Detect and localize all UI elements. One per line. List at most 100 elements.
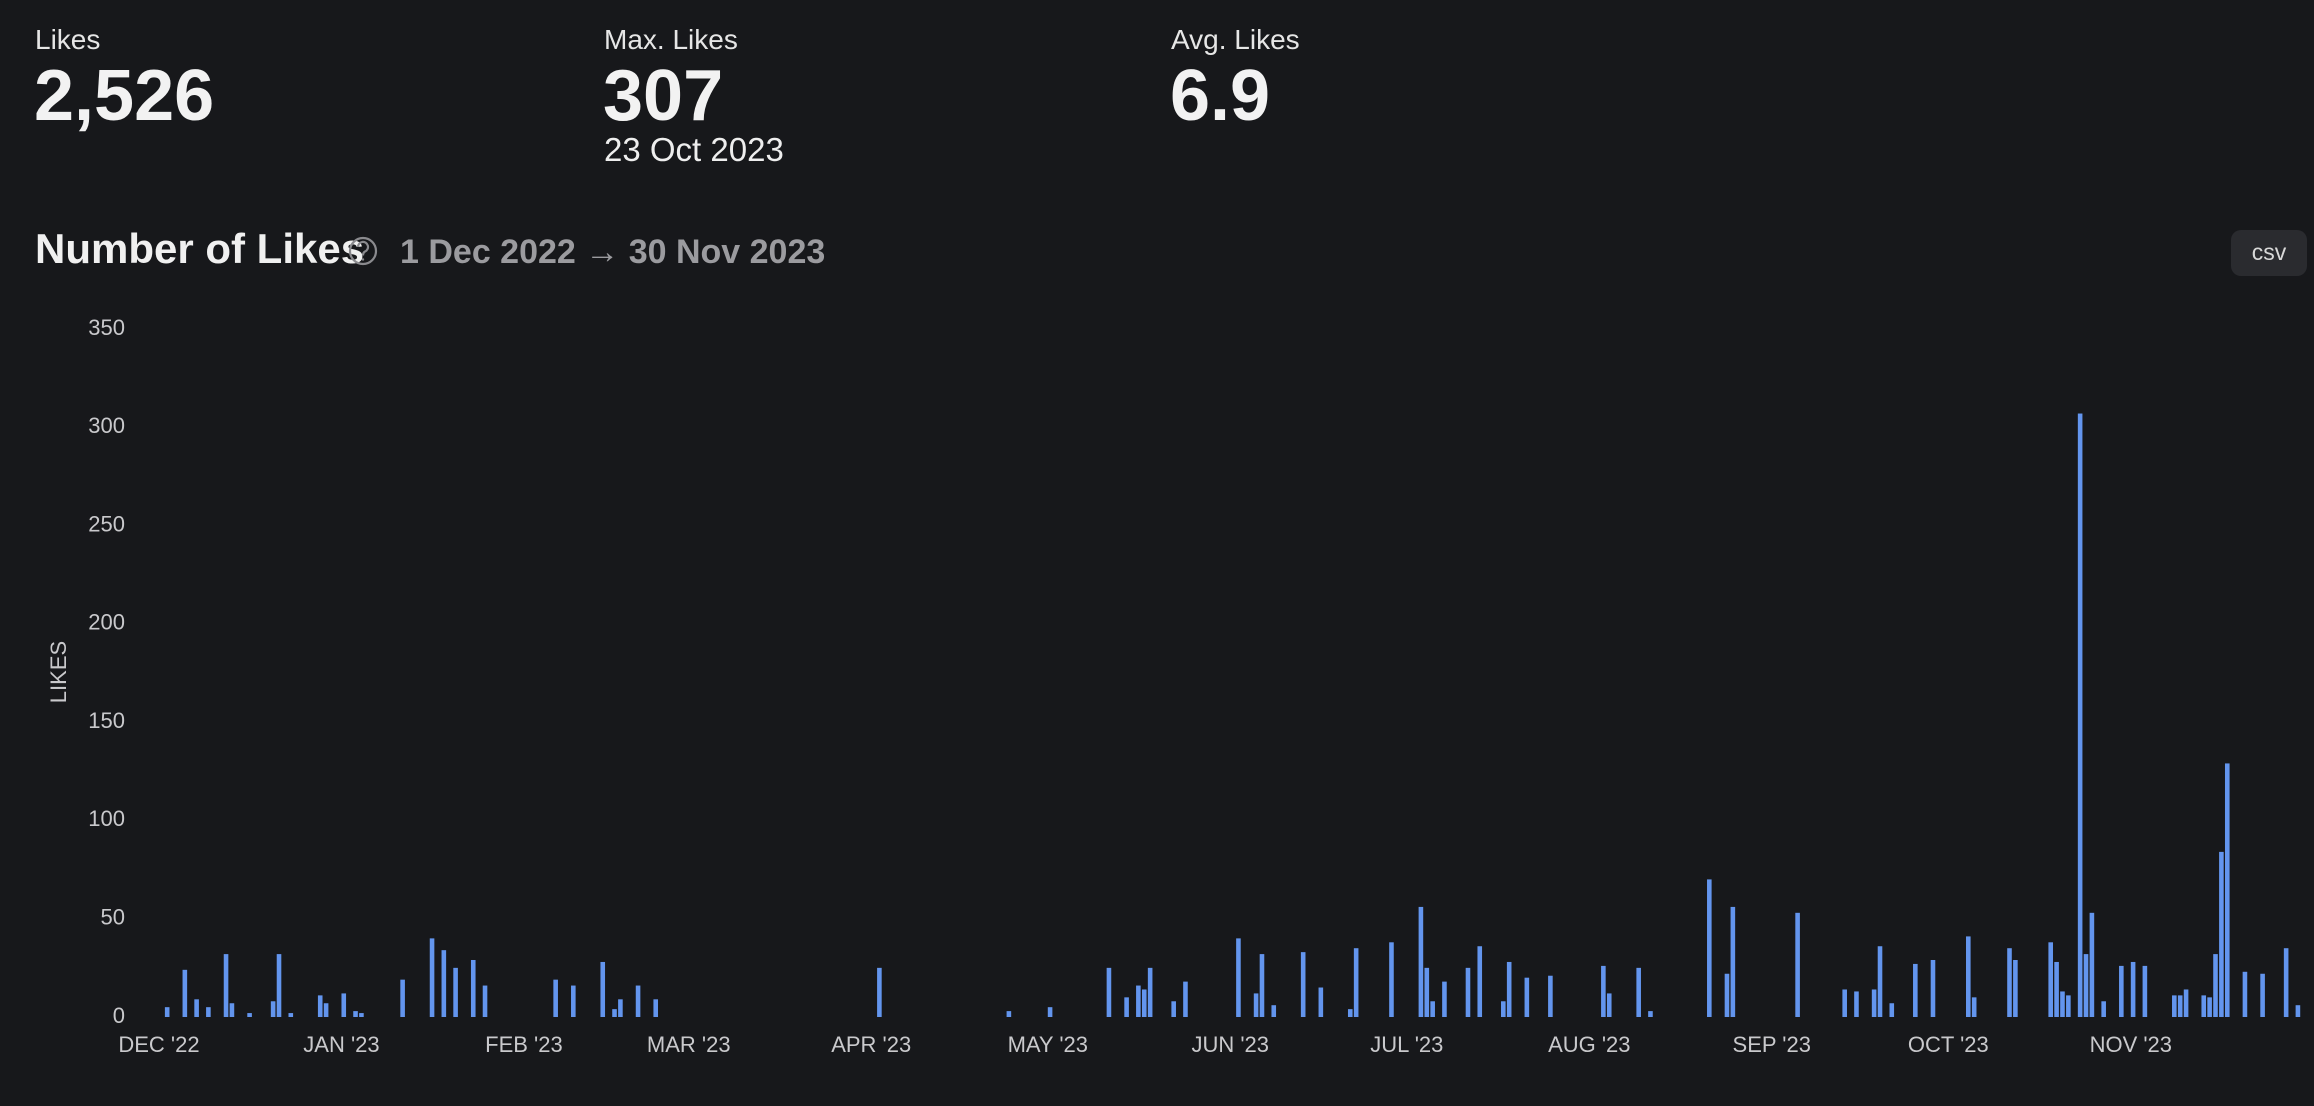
bar xyxy=(2013,959,2018,1017)
bar xyxy=(1389,942,1394,1017)
bar xyxy=(2295,1005,2301,1017)
bar xyxy=(1006,1011,1012,1017)
stat-label: Max. Likes xyxy=(604,24,738,55)
bar xyxy=(206,1007,211,1017)
bar xyxy=(2083,954,2089,1017)
bar xyxy=(1707,879,1712,1017)
x-tick-label: FEB '23 xyxy=(485,1032,563,1057)
bar xyxy=(1871,989,1877,1017)
x-tick-label: MAY '23 xyxy=(1008,1032,1088,1057)
bar xyxy=(1442,981,1447,1017)
bar xyxy=(571,985,576,1017)
bar xyxy=(1353,948,1359,1017)
bar xyxy=(618,999,623,1017)
y-tick-label: 250 xyxy=(88,511,125,536)
bar xyxy=(470,959,476,1017)
stat-label: Avg. Likes xyxy=(1171,24,1300,55)
bar xyxy=(1236,938,1241,1017)
bar xyxy=(441,950,447,1017)
bar xyxy=(276,954,282,1017)
y-tick-label: 300 xyxy=(88,413,125,438)
bar xyxy=(2089,912,2095,1017)
stat-avg: Avg. Likes 6.9 xyxy=(1170,24,1300,136)
bar xyxy=(2242,971,2248,1017)
bar xyxy=(612,1009,617,1017)
bar xyxy=(2048,942,2053,1017)
bar xyxy=(2060,991,2065,1017)
bar xyxy=(2172,995,2177,1017)
bar xyxy=(1842,989,1847,1017)
plot: 0 50 100 150 200 250 300 350 DEC '22 JAN '23 FEB '… xyxy=(88,315,2301,1057)
bar xyxy=(653,999,659,1017)
y-tick-label: 150 xyxy=(88,708,125,733)
bar xyxy=(223,954,229,1017)
bar xyxy=(1913,963,1918,1017)
bar xyxy=(323,1003,329,1017)
bar xyxy=(1171,1001,1176,1017)
bar xyxy=(270,1001,276,1017)
bar xyxy=(1506,961,1512,1017)
x-tick-label: JAN '23 xyxy=(303,1032,379,1057)
y-tick-label: 50 xyxy=(101,905,125,930)
y-tick-label: 0 xyxy=(113,1003,125,1028)
bar xyxy=(429,938,435,1017)
bar xyxy=(1465,967,1471,1017)
bar xyxy=(288,1013,294,1017)
bar xyxy=(1548,975,1553,1017)
y-tick-label: 350 xyxy=(88,315,125,340)
bar xyxy=(877,967,882,1017)
x-tick-label: DEC '22 xyxy=(118,1032,199,1057)
bar xyxy=(1601,965,1606,1017)
bar xyxy=(1636,967,1641,1017)
bar xyxy=(353,1011,358,1017)
y-tick-label: 200 xyxy=(88,610,125,635)
bar xyxy=(1347,1009,1353,1017)
bar xyxy=(317,995,323,1017)
bar xyxy=(2066,995,2071,1017)
x-tick-label: AUG '23 xyxy=(1548,1032,1630,1057)
bar xyxy=(1430,1001,1435,1017)
bar xyxy=(1147,967,1153,1017)
button-label[interactable]: csv xyxy=(2252,239,2287,265)
stat-likes: Likes 2,526 xyxy=(34,24,214,136)
bar xyxy=(229,1003,235,1017)
bar xyxy=(1524,977,1530,1017)
bar xyxy=(1424,967,1430,1017)
bar xyxy=(2130,961,2136,1017)
bar xyxy=(2183,989,2189,1017)
chart-subtitle: 1 Dec 2022 → 30 Nov 2023 xyxy=(400,233,825,271)
bar xyxy=(1259,954,1265,1017)
x-tick-label: NOV '23 xyxy=(2090,1032,2172,1057)
bar xyxy=(2219,851,2224,1017)
bar xyxy=(1136,985,1141,1017)
bar xyxy=(2201,995,2207,1017)
bar xyxy=(1854,991,1859,1017)
bar xyxy=(1253,993,1259,1017)
x-tick-label: APR '23 xyxy=(831,1032,911,1057)
bar xyxy=(1501,1001,1506,1017)
bar xyxy=(164,1007,170,1017)
bar xyxy=(482,985,488,1017)
bar xyxy=(2207,997,2212,1017)
bar xyxy=(1648,1011,1653,1017)
bar xyxy=(2177,995,2183,1017)
button-bg[interactable] xyxy=(2231,230,2307,276)
x-tick-label: OCT '23 xyxy=(1908,1032,1989,1057)
bar xyxy=(2260,973,2265,1017)
bar xyxy=(1730,906,1736,1017)
bar xyxy=(1877,946,1883,1017)
bar xyxy=(453,967,458,1017)
help-icon[interactable] xyxy=(348,236,378,266)
bar xyxy=(2101,1001,2106,1017)
bar xyxy=(359,1013,364,1017)
bar xyxy=(247,1013,252,1017)
x-tick-label: JUL '23 xyxy=(1370,1032,1443,1057)
bar xyxy=(1047,1007,1053,1017)
bar xyxy=(1141,989,1147,1017)
stat-note: 23 Oct 2023 xyxy=(604,131,784,168)
csv-button[interactable]: csv xyxy=(2231,230,2307,276)
bar xyxy=(1795,912,1800,1017)
bar xyxy=(1971,997,1977,1017)
